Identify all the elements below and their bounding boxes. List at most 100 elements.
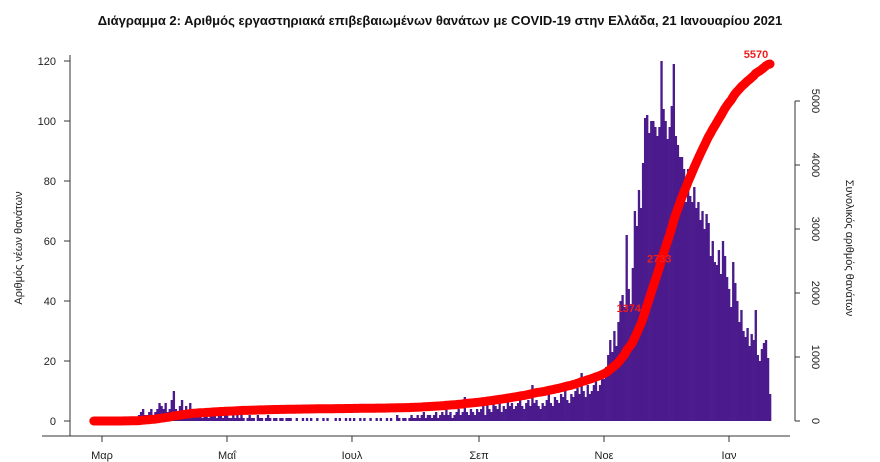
bar — [289, 418, 292, 421]
bar — [451, 418, 454, 421]
bar — [379, 418, 382, 421]
cumulative-line-path — [89, 59, 775, 426]
bar — [762, 343, 766, 421]
axes: 0 20 40 60 80 100 120 0 1000 2000 3000 4000 5000 Μαρ Μ… — [38, 55, 821, 462]
bar — [434, 412, 438, 421]
bar — [523, 409, 526, 421]
bar — [199, 415, 202, 421]
bar — [264, 418, 268, 421]
bar — [650, 121, 653, 421]
bar — [508, 406, 512, 421]
x-tick-label: Μαρ — [91, 450, 113, 462]
bar — [684, 202, 688, 421]
bar — [516, 403, 520, 421]
bar — [559, 394, 563, 421]
bar — [746, 328, 749, 421]
bar — [768, 394, 772, 421]
y2-tick-label: 2000 — [809, 281, 821, 305]
cumulative-label: 5570 — [744, 49, 768, 61]
bar — [232, 415, 235, 421]
bar — [437, 418, 440, 421]
bar — [240, 415, 243, 421]
bar — [666, 139, 669, 421]
bar — [459, 415, 462, 421]
bar — [480, 409, 483, 421]
bar — [473, 415, 477, 421]
bar — [461, 412, 464, 421]
bar — [359, 418, 362, 421]
bar — [375, 418, 378, 421]
bar — [752, 340, 755, 421]
y2-tick-label: 5000 — [809, 89, 821, 113]
chart-title: Διάγραμμα 2: Αριθμός εργαστηριακά επιβεβ… — [98, 13, 783, 28]
bar — [625, 235, 628, 421]
bar — [766, 358, 770, 421]
bar — [564, 391, 567, 421]
bar — [172, 391, 176, 421]
bar — [549, 403, 553, 421]
y-tick-label: 100 — [38, 116, 56, 128]
bar — [547, 394, 551, 421]
bar — [535, 400, 538, 421]
bar — [238, 418, 241, 421]
bar — [164, 403, 167, 421]
bar — [158, 403, 161, 421]
bar — [322, 418, 325, 421]
bar — [760, 349, 764, 421]
bar — [592, 385, 596, 421]
bar — [594, 379, 598, 421]
bar — [723, 256, 727, 421]
bar — [590, 391, 594, 421]
bar — [609, 340, 612, 421]
bar — [309, 418, 313, 421]
bar — [537, 406, 540, 421]
y2-tick-label: 1000 — [809, 345, 821, 369]
bar — [223, 415, 227, 421]
bar — [580, 373, 583, 421]
bar — [285, 418, 288, 421]
x-tick-label: Ιαν — [722, 450, 737, 462]
bar — [445, 409, 448, 421]
bar — [598, 385, 602, 421]
bar — [750, 334, 753, 421]
bar — [764, 340, 768, 421]
bar — [541, 403, 544, 421]
y-tick-label: 40 — [44, 296, 56, 308]
y2-axis-label: Συνολικός αριθμός θανάτων — [843, 180, 855, 317]
bar — [572, 397, 575, 421]
bar — [502, 406, 505, 421]
bar — [709, 256, 712, 421]
bar — [256, 415, 260, 421]
cumulative-label: 2733 — [647, 253, 671, 265]
bar — [475, 409, 479, 421]
bar — [586, 385, 589, 421]
bar — [217, 415, 221, 421]
bar — [248, 415, 251, 421]
bar — [482, 406, 485, 421]
bar — [693, 187, 696, 421]
bar — [682, 169, 686, 421]
bar — [207, 418, 210, 421]
bar — [316, 418, 319, 421]
bar — [484, 415, 487, 421]
bar — [230, 418, 233, 421]
bar — [734, 283, 737, 421]
bar — [543, 406, 546, 421]
bar — [539, 409, 542, 421]
bar — [246, 418, 249, 421]
bar — [721, 241, 725, 421]
y-tick-label: 20 — [44, 356, 56, 368]
y2-tick-label: 3000 — [809, 217, 821, 241]
bar — [506, 400, 510, 421]
bar — [584, 397, 587, 421]
bar — [518, 400, 522, 421]
bar — [588, 394, 591, 421]
bar — [467, 415, 471, 421]
y-tick-label: 60 — [44, 236, 56, 248]
bar — [404, 418, 407, 421]
bar — [633, 211, 637, 421]
bar — [215, 418, 219, 421]
bar — [533, 403, 536, 421]
bar — [617, 322, 620, 421]
